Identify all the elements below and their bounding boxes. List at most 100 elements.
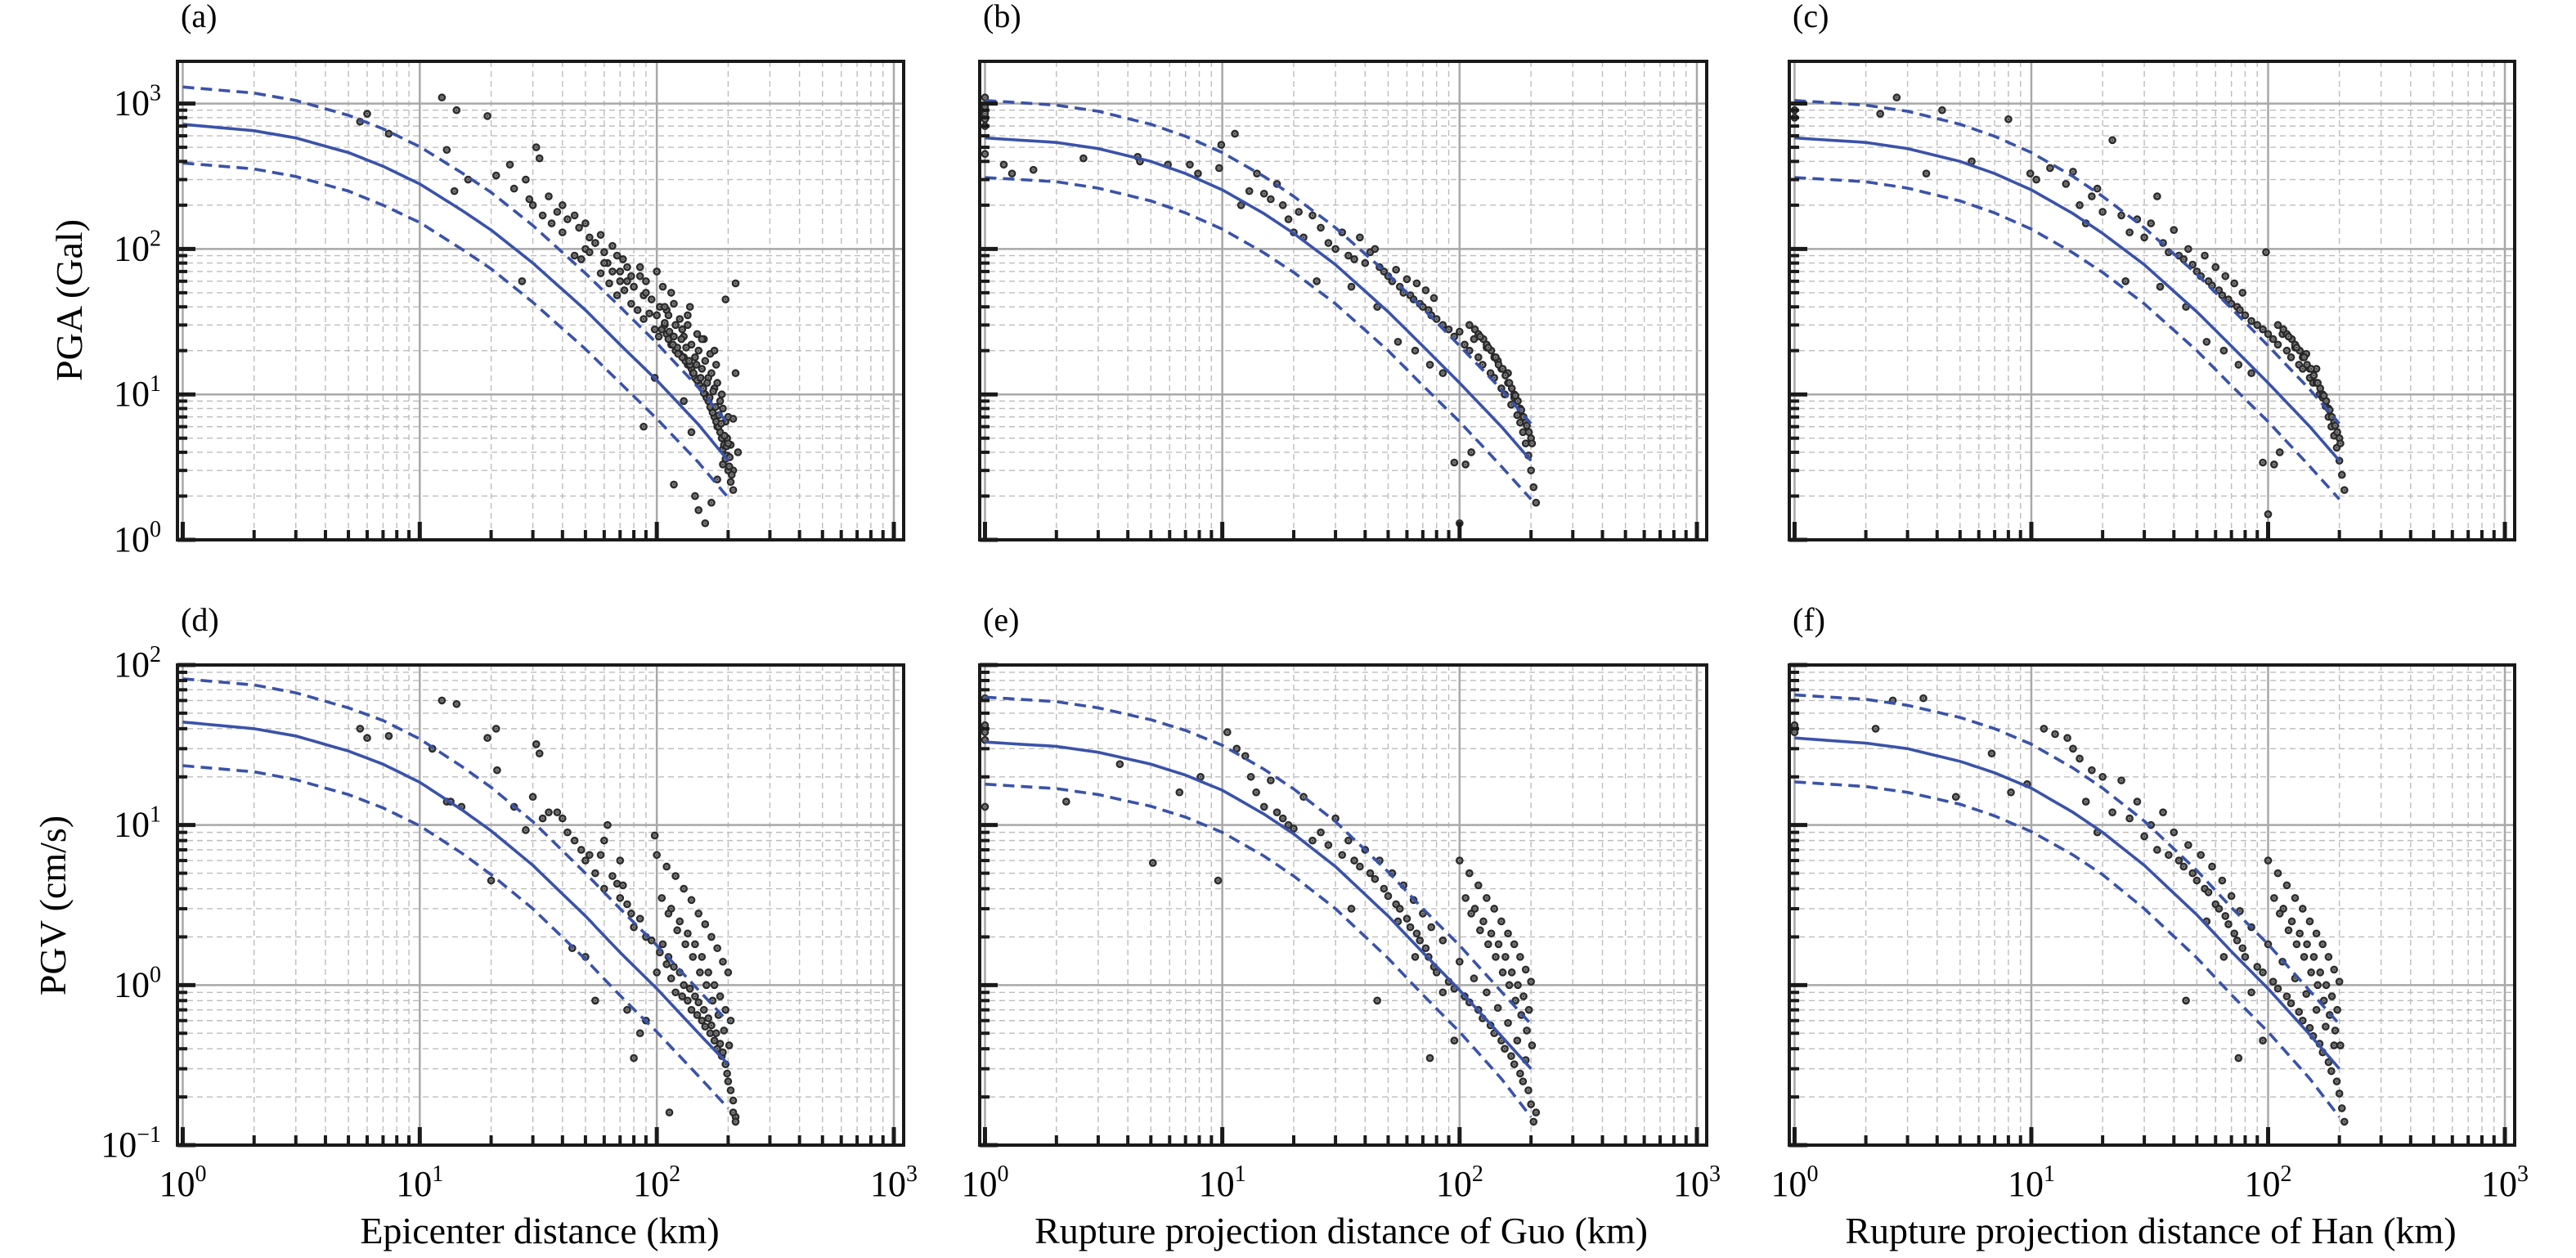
scatter-point [2215, 905, 2224, 913]
scatter-point-ring [2321, 942, 2325, 946]
scatter-point-ring [689, 430, 693, 434]
scatter-point-ring [2233, 281, 2237, 285]
scatter-point [727, 470, 736, 479]
scatter-point [693, 1011, 702, 1019]
scatter-point-ring [599, 272, 603, 276]
scatter-point-ring [541, 213, 545, 218]
scatter-point-ring [1467, 871, 1471, 875]
curve-median [182, 123, 729, 462]
scatter-point [1245, 186, 1254, 195]
scatter-point-ring [1492, 906, 1497, 911]
scatter-point [528, 793, 537, 802]
x-axis-title-c: Rupture projection distance of Han (km) [1845, 1210, 2456, 1251]
scatter-point-ring [541, 816, 545, 820]
scatter-point-ring [1484, 896, 1488, 900]
scatter-point-ring [983, 805, 987, 809]
scatter-point-ring [2241, 290, 2245, 295]
scatter-point [2279, 325, 2287, 334]
scatter-point-ring [1895, 96, 1899, 100]
scatter-point-ring [1464, 462, 1468, 466]
scatter-point [2322, 1022, 2330, 1031]
scatter-point [2192, 876, 2201, 885]
scatter-point [509, 184, 518, 193]
scatter-point-ring [1352, 858, 1357, 863]
curve-lower-bound [1794, 780, 2341, 1118]
x-axis-title-a: Epicenter distance (km) [360, 1210, 719, 1251]
scatter-point [1402, 914, 1411, 923]
scatter-point [452, 699, 461, 708]
scatter-point-ring [1434, 970, 1438, 974]
scatter-point-ring [2327, 1060, 2331, 1064]
scatter-point [731, 369, 740, 378]
scatter-point-ring [1301, 236, 1306, 240]
scatter-point-ring [722, 1028, 726, 1033]
scatter-point [2259, 325, 2267, 334]
scatter-point-ring [2119, 779, 2124, 783]
x-tick-label: 100 [159, 1161, 206, 1204]
scatter-point-ring [2293, 977, 2297, 981]
scatter-point-ring [1424, 288, 1428, 292]
scatter-point-ring [716, 478, 720, 482]
scatter-point [2221, 912, 2230, 920]
scatter-point-ring [675, 928, 680, 932]
scatter-point-ring [2111, 138, 2115, 142]
panel-label-d: (d) [181, 601, 219, 638]
scatter-point [1492, 953, 1500, 961]
scatter-point-ring [1405, 277, 1409, 281]
scatter-point-ring [1340, 853, 1344, 857]
scatter-point-ring [2128, 816, 2132, 820]
y-tick-label: 103 [114, 81, 161, 124]
scatter-point [2332, 1077, 2341, 1085]
scatter-point [682, 344, 690, 352]
scatter-point-ring [1386, 894, 1390, 898]
scatter-point [1871, 725, 1880, 733]
scatter-point-ring [2276, 343, 2280, 347]
scatter-point-ring [1358, 236, 1362, 240]
scatter-point [2125, 814, 2134, 823]
scatter-point-ring [1268, 197, 1272, 201]
scatter-point-ring [1382, 269, 1386, 274]
scatter-point [1148, 859, 1157, 867]
scatter-point [2316, 968, 2325, 977]
scatter-point [1494, 940, 1503, 949]
scatter-point [1361, 258, 1370, 267]
scatter-point [710, 346, 719, 355]
scatter-point [1278, 814, 1287, 823]
scatter-point [2324, 953, 2333, 961]
scatter-point-ring [1476, 355, 1480, 359]
scatter-point [575, 223, 583, 232]
scatter-point [670, 299, 678, 308]
scatter-point [2299, 905, 2307, 913]
scatter-point [613, 251, 622, 260]
scatter-point [664, 311, 673, 320]
scatter-point-ring [697, 911, 701, 915]
scatter-point-ring [1368, 250, 1372, 254]
scatter-point [1510, 940, 1519, 949]
scatter-point-ring [1310, 213, 1315, 218]
scatter-point [701, 519, 710, 528]
scatter-point [2218, 291, 2227, 299]
scatter-point-ring [1301, 795, 1306, 799]
scatter-point [570, 251, 579, 260]
scatter-point [1507, 968, 1516, 977]
scatter-point-ring [1457, 330, 1461, 334]
scatter-point [661, 319, 669, 327]
scatter-point [1483, 988, 1491, 997]
scatter-point [553, 808, 562, 816]
scatter-point [2062, 180, 2071, 188]
scatter-point [2046, 164, 2054, 173]
scatter-point-ring [2336, 430, 2340, 434]
scatter-point [623, 263, 631, 272]
scatter-point-ring [720, 959, 725, 964]
scatter-point [581, 856, 590, 865]
scatter-point-ring [593, 240, 597, 245]
scatter-point-ring [709, 501, 714, 505]
scatter-point [1456, 856, 1464, 865]
scatter-point-ring [1452, 986, 1456, 991]
scatter-point-ring [610, 874, 615, 878]
scatter-point-ring [531, 203, 535, 207]
plot-area [980, 61, 1707, 540]
curve-upper-bound [182, 85, 729, 425]
scatter-point-ring [2312, 955, 2316, 959]
